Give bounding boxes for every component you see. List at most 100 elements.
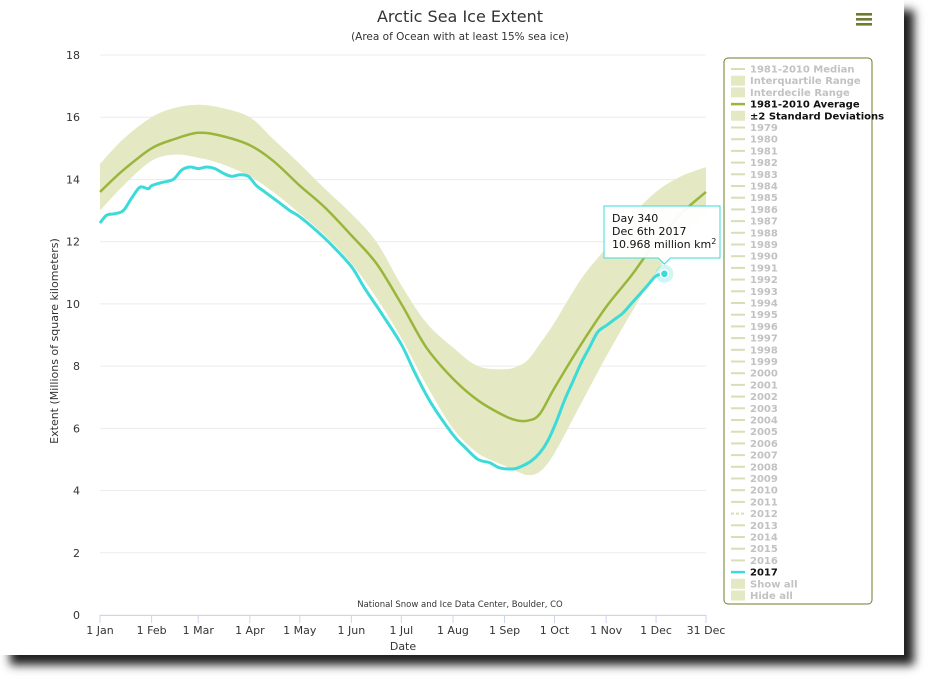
legend-item[interactable]: 2012: [731, 509, 778, 520]
x-axis-label: Date: [390, 640, 417, 653]
legend-label: 2015: [750, 544, 778, 555]
x-tick-label: 1 Oct: [540, 624, 570, 637]
legend-item[interactable]: 2008: [731, 462, 778, 473]
legend-label: 2014: [750, 533, 778, 544]
legend-label: 1995: [750, 310, 778, 321]
legend-swatch-box: [731, 87, 745, 98]
chart-title: Arctic Sea Ice Extent: [377, 7, 543, 26]
legend-label: 1981-2010 Average: [750, 100, 860, 111]
legend-item[interactable]: 1999: [731, 357, 778, 368]
legend-label: 1987: [750, 217, 778, 228]
legend-label: 2013: [750, 521, 778, 532]
legend-label: 1979: [750, 123, 778, 134]
legend-item[interactable]: 1982: [731, 158, 778, 169]
legend-item[interactable]: 1981-2010 Average: [731, 100, 860, 111]
legend-item[interactable]: Show all: [731, 578, 798, 591]
x-tick-label: 1 Sep: [489, 624, 520, 637]
legend-item[interactable]: 2006: [731, 439, 778, 450]
legend-item[interactable]: 2003: [731, 404, 778, 415]
y-tick-label: 14: [66, 173, 80, 186]
legend-item[interactable]: Interdecile Range: [731, 87, 850, 99]
legend-label: 1981-2010 Median: [750, 65, 854, 76]
x-tick-label: 1 Jul: [389, 624, 413, 637]
legend-label: 2011: [750, 497, 778, 508]
legend-item[interactable]: 1984: [731, 182, 778, 193]
y-tick-label: 16: [66, 111, 80, 124]
x-tick-label: 1 Aug: [437, 624, 469, 637]
legend-item[interactable]: 1997: [731, 334, 778, 345]
legend-item[interactable]: Hide all: [731, 590, 793, 603]
legend-item[interactable]: 2007: [731, 451, 778, 462]
legend-item[interactable]: 2017: [731, 568, 778, 579]
legend-label: 2012: [750, 509, 778, 520]
legend-item[interactable]: 1989: [731, 240, 778, 251]
legend-item[interactable]: 1992: [731, 275, 778, 286]
legend-item[interactable]: 2015: [731, 544, 778, 555]
y-tick-label: 0: [73, 609, 80, 622]
legend-item[interactable]: 1994: [731, 299, 778, 310]
legend-item[interactable]: 1996: [731, 322, 778, 333]
legend-item[interactable]: 2005: [731, 427, 778, 438]
legend-item[interactable]: 2002: [731, 392, 778, 403]
legend-item[interactable]: 1988: [731, 228, 778, 239]
y-axis-label: Extent (Millions of square kilometers): [48, 238, 61, 444]
legend-label: 1988: [750, 228, 778, 239]
legend-swatch-box: [731, 578, 745, 589]
legend-item[interactable]: 1987: [731, 217, 778, 228]
legend-item[interactable]: 1981-2010 Median: [731, 65, 854, 76]
x-tick-label: 1 May: [283, 624, 317, 637]
legend-label: 1984: [750, 182, 778, 193]
x-tick-label: 1 Mar: [183, 624, 215, 637]
legend-label: 1997: [750, 334, 778, 345]
legend-item[interactable]: 1979: [731, 123, 778, 134]
legend-label: 2005: [750, 427, 778, 438]
legend-label: 1992: [750, 275, 778, 286]
x-tick-label: 1 Apr: [235, 624, 265, 637]
plot-area: [98, 104, 707, 476]
legend-item[interactable]: 1990: [731, 252, 778, 263]
legend-item[interactable]: 1995: [731, 310, 778, 321]
credit-text: National Snow and Ice Data Center, Bould…: [357, 600, 563, 610]
legend-item[interactable]: Interquartile Range: [731, 75, 861, 88]
legend-box: [723, 57, 873, 605]
legend-label: 1999: [750, 357, 778, 368]
legend-item[interactable]: 1991: [731, 263, 778, 274]
legend-item[interactable]: 2013: [731, 521, 778, 532]
legend-item[interactable]: 1986: [731, 205, 778, 216]
x-tick-label: 1 Dec: [640, 624, 672, 637]
x-tick-label: 1 Jan: [86, 624, 113, 637]
chart-container: Arctic Sea Ice Extent (Area of Ocean wit…: [48, 7, 885, 653]
legend-item[interactable]: 2010: [731, 486, 778, 497]
legend-item[interactable]: 1980: [731, 135, 778, 146]
legend-label: ±2 Standard Deviations: [750, 111, 884, 122]
legend-label: 2004: [750, 416, 778, 427]
legend-item[interactable]: 2011: [731, 497, 778, 508]
legend-item[interactable]: 2004: [731, 416, 778, 427]
legend-item[interactable]: 1983: [731, 170, 778, 181]
legend-label: 1980: [750, 135, 778, 146]
legend-item[interactable]: 1998: [731, 345, 778, 356]
legend-item[interactable]: 1985: [731, 193, 778, 204]
hamburger-menu-icon[interactable]: [852, 10, 876, 30]
legend-item[interactable]: 1981: [731, 146, 778, 157]
y-tick-label: 4: [73, 485, 80, 498]
legend-item[interactable]: 2000: [731, 369, 778, 380]
legend-item[interactable]: 2009: [731, 474, 778, 485]
legend-item[interactable]: 2014: [731, 533, 778, 544]
legend-item[interactable]: 1993: [731, 287, 778, 298]
legend-label: 2008: [750, 462, 778, 473]
legend-label: 2016: [750, 556, 778, 567]
legend-label: 1989: [750, 240, 778, 251]
y-tick-label: 12: [66, 236, 80, 249]
legend-item[interactable]: 2001: [731, 380, 778, 391]
legend-label: 2010: [750, 486, 778, 497]
x-axis-ticks: 1 Jan 1 Feb 1 Mar 1 Apr 1 May 1 Jun 1 Jul 1 Aug…: [86, 615, 725, 637]
legend-label: Hide all: [750, 591, 793, 602]
legend-item[interactable]: 2016: [731, 556, 778, 567]
legend-item[interactable]: ±2 Standard Deviations: [731, 110, 884, 123]
series-2017-line: [98, 165, 665, 471]
y-tick-label: 8: [73, 360, 80, 373]
legend-label: 2009: [750, 474, 778, 485]
